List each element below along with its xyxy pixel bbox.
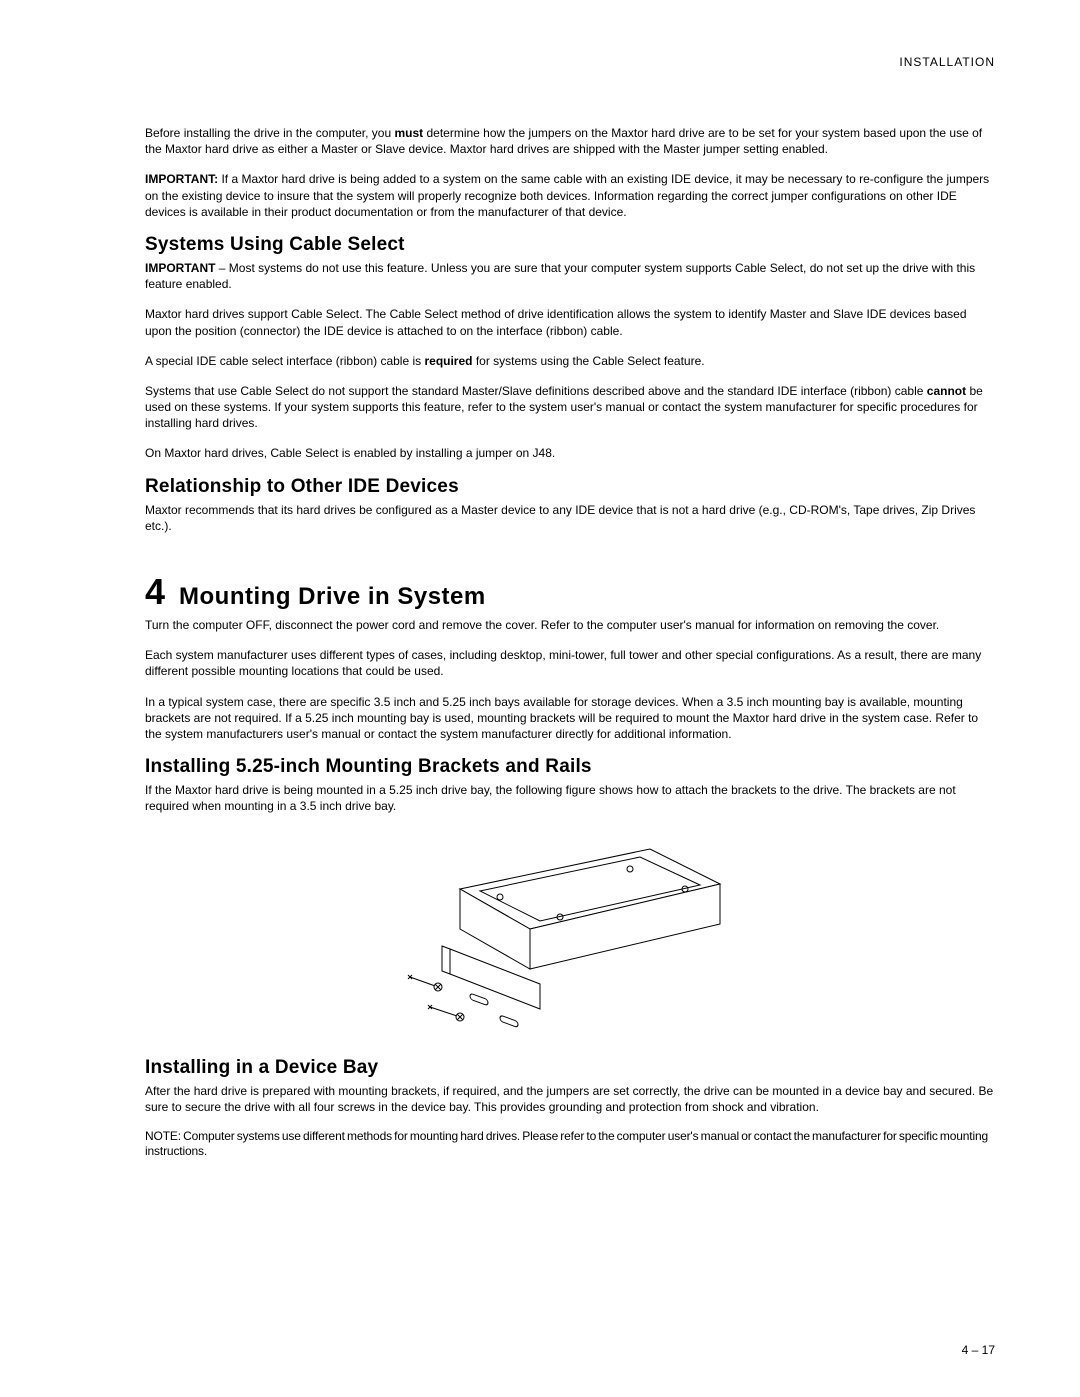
text-bold: required xyxy=(424,354,472,368)
text: Systems that use Cable Select do not sup… xyxy=(145,384,927,398)
page: INSTALLATION Before installing the drive… xyxy=(0,0,1080,1397)
rel-paragraph: Maxtor recommends that its hard drives b… xyxy=(145,502,995,534)
cs-paragraph: On Maxtor hard drives, Cable Select is e… xyxy=(145,445,995,461)
bay-note: NOTE: Computer systems use different met… xyxy=(145,1129,995,1160)
mount-paragraph: In a typical system case, there are spec… xyxy=(145,694,995,743)
cs-paragraph: Maxtor hard drives support Cable Select.… xyxy=(145,306,995,338)
brackets-paragraph: If the Maxtor hard drive is being mounte… xyxy=(145,782,995,814)
intro-paragraph: Before installing the drive in the compu… xyxy=(145,125,995,157)
heading-brackets: Installing 5.25-inch Mounting Brackets a… xyxy=(145,756,995,778)
cs-important: IMPORTANT – Most systems do not use this… xyxy=(145,260,995,292)
text: A special IDE cable select interface (ri… xyxy=(145,354,424,368)
page-header-section: INSTALLATION xyxy=(899,55,995,69)
figure-brackets xyxy=(145,829,995,1029)
text: – Most systems do not use this feature. … xyxy=(145,261,975,291)
chapter-title: Mounting Drive in System xyxy=(179,583,486,611)
text-bold: must xyxy=(394,126,423,140)
important-label: IMPORTANT: xyxy=(145,172,218,186)
cs-paragraph: A special IDE cable select interface (ri… xyxy=(145,353,995,369)
text: Before installing the drive in the compu… xyxy=(145,126,394,140)
bay-paragraph: After the hard drive is prepared with mo… xyxy=(145,1083,995,1115)
mount-paragraph: Turn the computer OFF, disconnect the po… xyxy=(145,617,995,633)
text-bold: cannot xyxy=(927,384,966,398)
heading-relationship: Relationship to Other IDE Devices xyxy=(145,476,995,498)
drive-bracket-icon xyxy=(390,829,750,1029)
chapter-number: 4 xyxy=(145,574,165,610)
page-content: Before installing the drive in the compu… xyxy=(145,125,995,1160)
text: If a Maxtor hard drive is being added to… xyxy=(145,172,989,218)
chapter-header: 4 Mounting Drive in System xyxy=(145,574,995,611)
important-label: IMPORTANT xyxy=(145,261,215,275)
heading-cable-select: Systems Using Cable Select xyxy=(145,234,995,256)
page-number: 4 – 17 xyxy=(962,1343,995,1357)
important-paragraph: IMPORTANT: If a Maxtor hard drive is bei… xyxy=(145,171,995,220)
mount-paragraph: Each system manufacturer uses different … xyxy=(145,647,995,679)
cs-paragraph: Systems that use Cable Select do not sup… xyxy=(145,383,995,432)
text: for systems using the Cable Select featu… xyxy=(472,354,704,368)
heading-device-bay: Installing in a Device Bay xyxy=(145,1057,995,1079)
